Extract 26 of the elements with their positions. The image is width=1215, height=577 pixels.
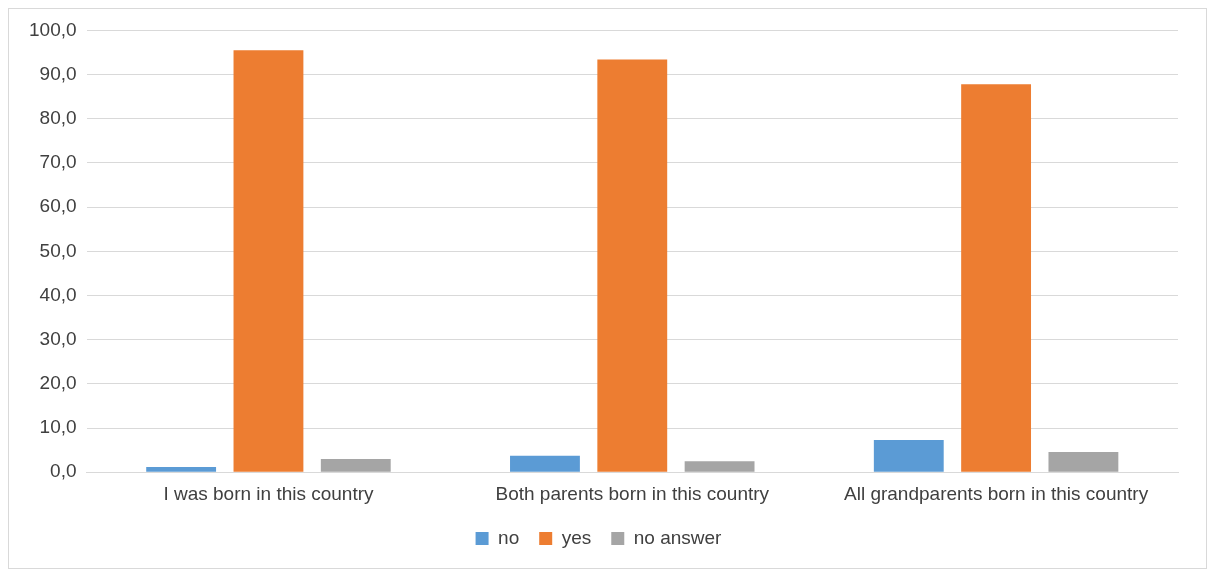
x-tick-label: Both parents born in this country [495, 482, 770, 504]
legend-label: no [498, 526, 520, 548]
x-tick-label: All grandparents born in this country [844, 482, 1149, 504]
bar [320, 458, 391, 472]
y-tick-label: 60,0 [39, 195, 77, 217]
y-tick-label: 0,0 [50, 460, 77, 482]
y-tick-label: 10,0 [39, 416, 77, 438]
y-tick-label: 90,0 [39, 62, 77, 84]
bar [146, 466, 217, 472]
y-tick-label: 70,0 [39, 151, 77, 173]
y-tick-label: 80,0 [39, 106, 77, 128]
legend-label: yes [561, 526, 592, 548]
bar [873, 439, 944, 472]
legend-label: no answer [633, 526, 723, 548]
y-tick-label: 100,0 [29, 18, 77, 40]
y-tick-label: 20,0 [39, 372, 77, 394]
bar [684, 461, 755, 472]
bar [597, 59, 668, 472]
x-tick-label: I was born in this country [163, 482, 375, 504]
bar [233, 50, 304, 472]
bar [961, 84, 1032, 472]
y-tick-label: 30,0 [39, 327, 77, 349]
bar [1048, 451, 1119, 472]
y-tick-label: 40,0 [39, 283, 77, 305]
bar [510, 455, 580, 472]
y-tick-label: 50,0 [39, 239, 77, 261]
